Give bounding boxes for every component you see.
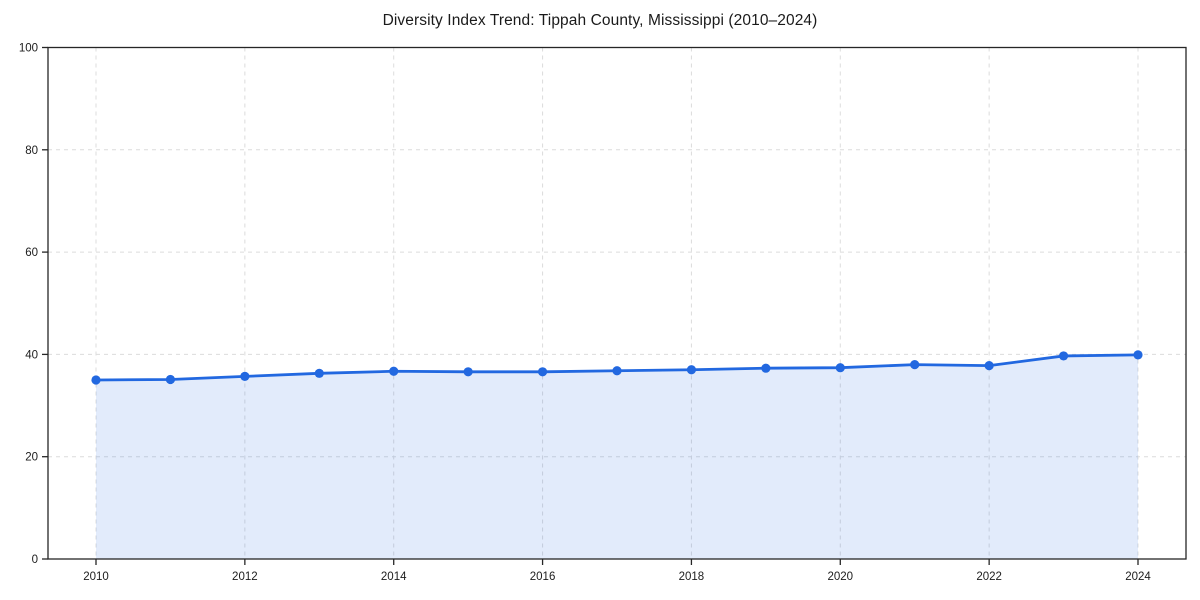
- y-tick-label: 80: [25, 145, 38, 157]
- data-point: [686, 365, 697, 375]
- x-tick-label: 2014: [381, 571, 407, 583]
- y-tick-label: 0: [32, 554, 38, 566]
- data-point: [761, 363, 771, 373]
- plot-border: [47, 46, 1187, 560]
- data-point: [91, 375, 101, 385]
- x-tick-label: 2016: [530, 571, 556, 583]
- data-point: [612, 366, 622, 376]
- data-point: [389, 366, 399, 376]
- data-point: [835, 363, 845, 373]
- x-tick-label: 2012: [232, 571, 258, 583]
- x-tick-label: 2022: [976, 571, 1002, 583]
- x-tick-label: 2020: [827, 571, 853, 583]
- data-point: [240, 371, 250, 381]
- y-tick-label: 20: [25, 452, 38, 464]
- data-point: [1058, 351, 1069, 361]
- data-point: [165, 374, 176, 385]
- chart-title: Diversity Index Trend: Tippah County, Mi…: [382, 12, 818, 29]
- y-tick-label: 40: [25, 349, 38, 361]
- x-tick-label: 2018: [679, 571, 705, 583]
- x-tick-label: 2024: [1125, 571, 1151, 583]
- x-tick-label: 2010: [83, 571, 109, 583]
- data-point: [910, 360, 920, 370]
- y-tick-label: 100: [19, 43, 38, 55]
- data-point: [314, 368, 324, 378]
- data-point: [537, 367, 548, 377]
- y-tick-label: 60: [25, 247, 38, 259]
- data-point: [1133, 350, 1143, 360]
- data-point: [984, 361, 994, 371]
- area-fill: [96, 354, 1138, 559]
- data-point: [463, 367, 473, 377]
